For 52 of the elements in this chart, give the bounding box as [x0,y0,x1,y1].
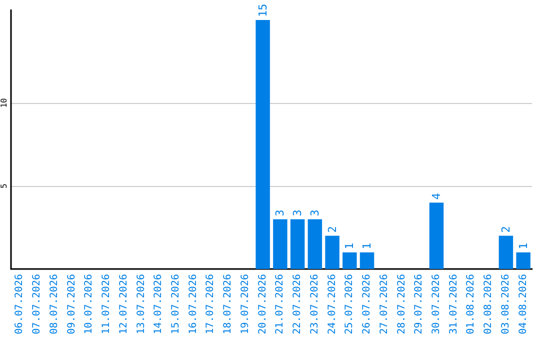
bar [342,252,357,269]
bar [325,236,340,269]
x-tick-label: 03.08.2026 [500,274,512,334]
x-tick-label: 14.07.2026 [153,274,164,334]
x-tick-label: 31.07.2026 [448,274,460,334]
x-tick-label: 10.07.2026 [84,274,95,334]
x-tick-label: 27.07.2026 [378,274,390,334]
data-label: 1 [360,242,374,250]
y-tick-label: 5 [0,183,8,188]
bar [360,252,374,269]
x-tick-label: 19.07.2026 [240,274,251,334]
x-tick-label: 30.07.2026 [430,274,442,334]
bar [498,236,514,269]
x-tick-label: 04.08.2026 [518,274,529,334]
x-tick-label: 13.07.2026 [136,274,147,334]
data-label: 2 [499,226,512,233]
x-tick-label: 23.07.2026 [309,274,320,334]
x-tick-label: 01.08.2026 [466,274,477,334]
x-tick-label: 07.07.2026 [32,274,43,334]
x-tick-label: 18.07.2026 [222,274,234,334]
x-tick-label: 08.07.2026 [48,274,60,334]
data-label: 3 [291,210,304,216]
data-label: 3 [274,210,287,216]
bar [273,219,288,269]
x-tick-label: 22.07.2026 [292,274,304,334]
data-label: 3 [308,210,322,216]
x-tick-label: 12.07.2026 [118,274,130,334]
x-tick-label: 24.07.2026 [326,274,338,334]
data-label: 15 [256,4,270,17]
data-label: 1 [343,242,356,250]
bar [290,219,305,269]
y-tick-label: 10 [0,98,8,108]
bar [429,202,444,269]
data-label: 4 [430,192,443,200]
x-tick-label: 28.07.2026 [396,274,408,334]
x-tick-label: 25.07.2026 [344,274,356,334]
data-label: 2 [326,226,339,233]
x-tick-label: 21.07.2026 [274,274,286,334]
data-label: 1 [516,242,530,250]
x-tick-label: 11.07.2026 [101,274,112,334]
x-tick-label: 02.08.2026 [483,274,494,334]
x-tick-label: 20.07.2026 [257,274,268,334]
bar [516,252,530,269]
x-tick-label: 29.07.2026 [414,274,425,334]
x-tick-label: 26.07.2026 [362,274,373,334]
x-tick-label: 09.07.2026 [66,274,78,334]
x-tick-label: 16.07.2026 [188,274,199,334]
bar [256,20,270,269]
x-tick-label: 06.07.2026 [14,274,26,334]
x-tick-label: 17.07.2026 [205,274,216,334]
x-tick-label: 15.07.2026 [170,274,182,334]
bar [308,219,322,269]
